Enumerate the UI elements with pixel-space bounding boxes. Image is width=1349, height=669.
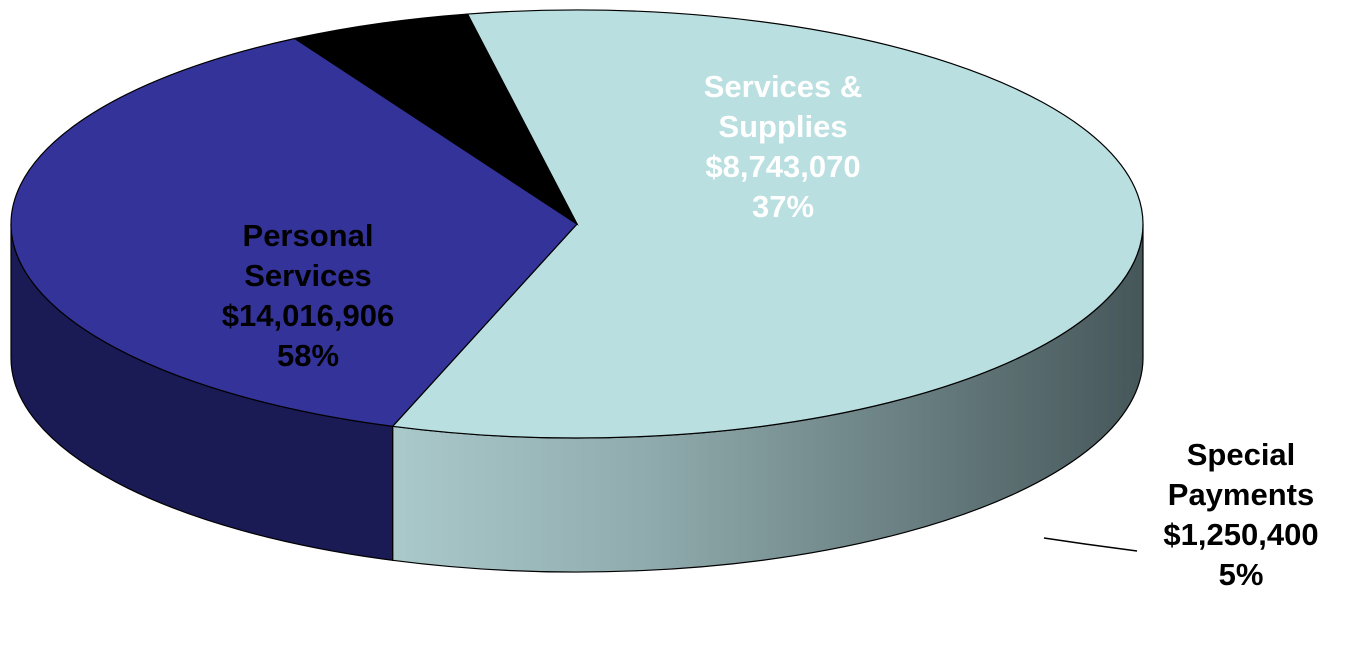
data-label-personal-services: Personal Services $14,016,906 58% (163, 216, 453, 376)
slice-label-line: Payments (1167, 477, 1315, 512)
pie-slice-services-supplies (10, 37, 578, 427)
pie-slice-personal-services (391, 9, 1144, 439)
pie-slice-special-payments (293, 13, 579, 226)
slice-label-line: Services & (703, 69, 863, 104)
slice-value-label: $1,250,400 (1163, 517, 1319, 552)
leader-line-special-payments (1043, 537, 1138, 552)
slice-label-line: Special (1186, 437, 1296, 472)
slice-label-line: Services (244, 258, 372, 293)
slice-value-label: $14,016,906 (221, 298, 395, 333)
slice-percent-label: 5% (1218, 557, 1264, 592)
slice-label-line: Supplies (718, 109, 848, 144)
data-label-special-payments: Special Payments $1,250,400 5% (1126, 435, 1349, 595)
pie-top-faces (10, 9, 1144, 439)
slice-percent-label: 58% (276, 338, 340, 373)
slice-value-label: $8,743,070 (705, 149, 861, 184)
slice-percent-label: 37% (751, 189, 815, 224)
data-label-services-supplies: Services & Supplies $8,743,070 37% (633, 67, 933, 227)
slice-label-line: Personal (242, 218, 374, 253)
